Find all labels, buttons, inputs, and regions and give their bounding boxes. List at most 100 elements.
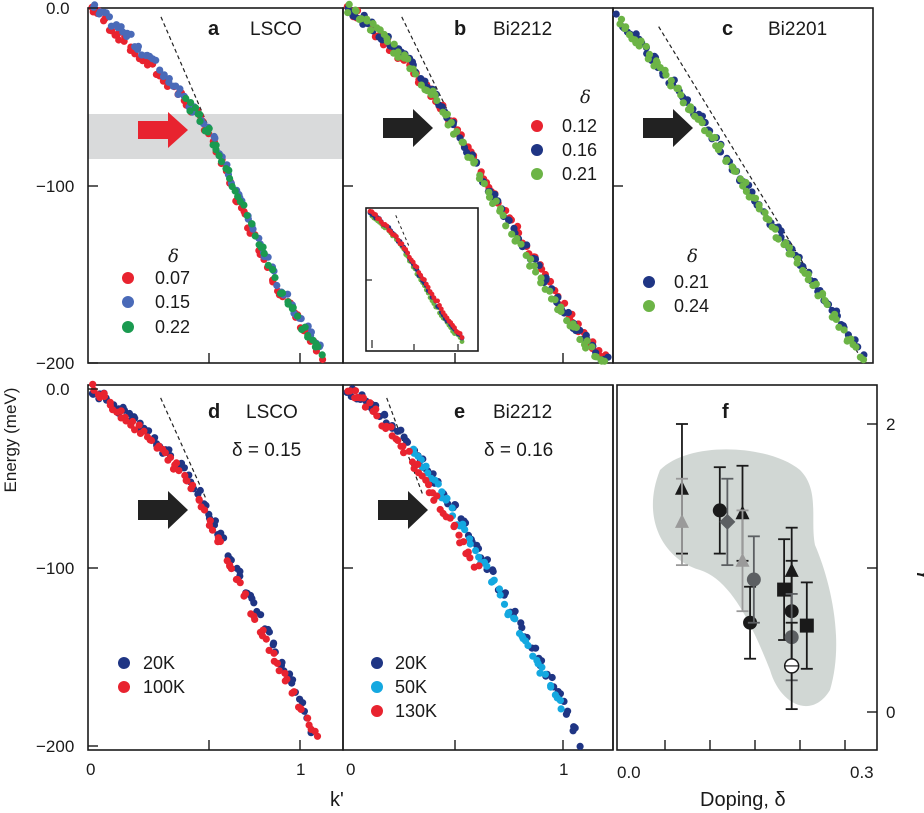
data-point-c <box>687 106 695 114</box>
data-point-c <box>771 225 780 233</box>
data-point-d <box>281 669 289 677</box>
y-axis-ticks <box>88 7 877 750</box>
data-point-e <box>466 554 474 562</box>
inset-point <box>429 291 435 297</box>
data-point-e <box>351 387 360 395</box>
data-point-a <box>243 211 251 220</box>
panel-b-letter: b <box>454 18 466 40</box>
data-point-b <box>485 193 494 201</box>
data-point-b <box>546 287 554 295</box>
legend-label: 0.21 <box>674 272 709 292</box>
data-point-e <box>505 609 513 617</box>
panel-b-title: Bi2212 <box>493 19 552 40</box>
inset-point <box>418 272 424 278</box>
data-point-a <box>156 66 164 74</box>
data-point-a <box>152 56 160 64</box>
data-point-d <box>100 389 108 398</box>
inset-point <box>395 237 401 243</box>
data-point-b <box>527 255 535 263</box>
data-point-a <box>284 298 292 306</box>
y-tick-label: 0.0 <box>46 380 70 399</box>
data-point-b <box>513 235 521 243</box>
data-point-e <box>547 683 555 691</box>
data-point-a <box>294 312 302 320</box>
data-point-d <box>304 714 312 722</box>
data-point-c <box>742 187 751 195</box>
y-tick-label: 0.0 <box>46 0 70 18</box>
panel-e-subtitle: δ = 0.16 <box>484 440 553 461</box>
data-point-c <box>667 82 675 90</box>
data-point-d <box>262 635 270 643</box>
data-point-d <box>147 436 156 445</box>
data-point-d <box>211 517 219 525</box>
data-point-b <box>537 279 545 287</box>
data-point-c <box>832 315 840 323</box>
data-point-e <box>464 548 472 556</box>
data-point-b <box>476 171 484 179</box>
panel-d-legend: 20K 100K <box>118 653 185 697</box>
data-point-a <box>289 304 297 312</box>
data-point-e <box>524 641 532 650</box>
data-point-e <box>571 724 579 732</box>
data-point-e <box>443 494 451 502</box>
data-point-c <box>804 276 812 284</box>
data-point-b <box>344 9 352 17</box>
data-point-e <box>564 707 572 715</box>
data-point-e <box>446 514 454 522</box>
data-point-c <box>774 235 783 243</box>
data-point-b <box>453 128 461 136</box>
data-point-c <box>751 194 760 202</box>
data-point-e <box>459 538 468 546</box>
data-point-a <box>91 1 99 9</box>
data-point-e <box>372 405 380 413</box>
data-point-b <box>551 296 559 304</box>
data-point-a <box>278 289 287 297</box>
data-point-c <box>612 10 620 18</box>
inset-point <box>399 241 405 247</box>
data-point-e <box>511 607 519 615</box>
legend-label: 20K <box>395 653 427 673</box>
data-point-d <box>183 477 191 485</box>
data-point-d <box>236 579 244 587</box>
panel-e-legend: 20K 50K 130K <box>371 653 437 721</box>
inset-point <box>373 212 378 218</box>
data-point-d <box>297 705 305 713</box>
data-point-e <box>433 492 441 500</box>
data-point-b <box>383 38 391 46</box>
data-point-c <box>761 209 769 217</box>
data-point-e <box>414 460 422 468</box>
data-point-e <box>461 526 469 534</box>
data-point-e <box>483 562 491 570</box>
data-point-b <box>376 26 384 34</box>
data-point-e <box>448 504 456 512</box>
data-point-c <box>742 178 750 187</box>
data-point-c <box>642 42 650 51</box>
data-point-e <box>541 670 550 678</box>
data-point-e <box>434 480 442 488</box>
legend-marker <box>531 168 543 180</box>
data-point-c <box>859 356 868 364</box>
data-point-a <box>186 107 194 115</box>
panel-f-letter: f <box>722 401 729 423</box>
data-point-b <box>447 119 455 127</box>
y-axis-title: Energy (meV) <box>1 388 20 493</box>
legend-label: 20K <box>143 653 175 673</box>
panel-c-letter: c <box>722 18 733 40</box>
legend-marker <box>122 296 134 308</box>
data-point-e <box>422 462 430 470</box>
data-point-e <box>359 394 367 402</box>
data-point-a <box>248 220 256 228</box>
legend-label: 130K <box>395 701 437 721</box>
data-point-d <box>129 417 137 426</box>
data-point-e <box>399 442 407 450</box>
data-point-b <box>433 96 441 104</box>
legend-label: 0.12 <box>562 116 597 136</box>
legend-heading: δ <box>580 87 591 108</box>
data-point-c <box>823 300 831 309</box>
data-point-a <box>271 274 279 282</box>
data-point-c <box>622 23 630 31</box>
inset-point <box>410 259 416 265</box>
data-point-d <box>122 417 130 425</box>
scatter-points <box>88 0 868 751</box>
black-arrow <box>138 491 188 529</box>
